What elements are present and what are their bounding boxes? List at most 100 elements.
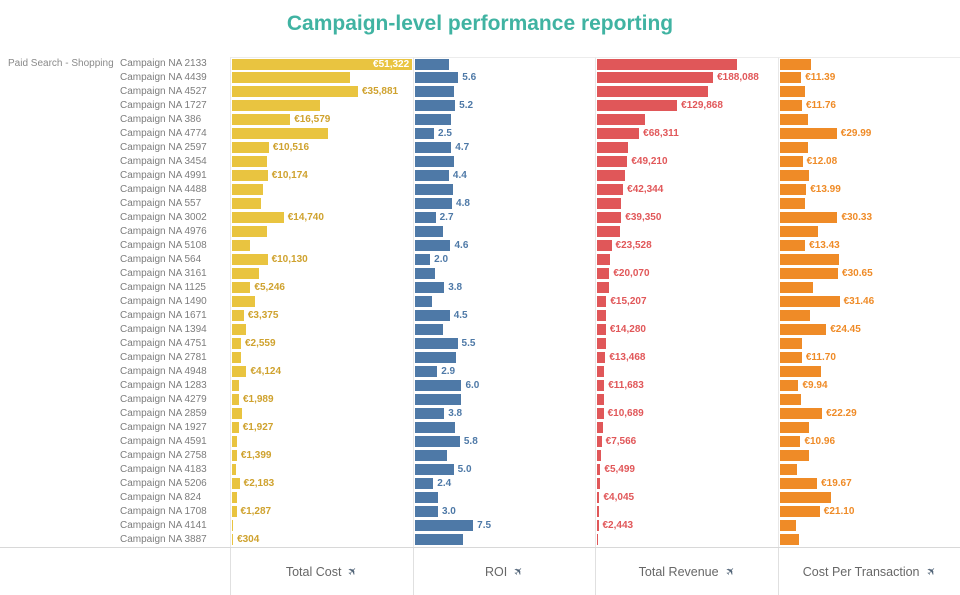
bar[interactable] (232, 72, 350, 83)
bar[interactable] (779, 506, 820, 517)
campaign-row-label[interactable]: Campaign NA 2597 (120, 142, 207, 153)
bar[interactable] (779, 520, 796, 531)
bar[interactable] (779, 226, 819, 237)
sort-icon[interactable]: ✈ (923, 564, 939, 580)
campaign-row-label[interactable]: Campaign NA 824 (120, 492, 202, 503)
bar[interactable] (414, 324, 444, 335)
axis-caption-total-revenue[interactable]: Total Revenue ✈ (595, 548, 778, 595)
bar[interactable] (779, 212, 838, 223)
campaign-row-label[interactable]: Campaign NA 4948 (120, 366, 207, 377)
campaign-row-label[interactable]: Campaign NA 1727 (120, 100, 207, 111)
bar[interactable] (779, 366, 821, 377)
bar[interactable] (414, 422, 456, 433)
bar[interactable] (414, 142, 452, 153)
campaign-row-label[interactable]: Campaign NA 2758 (120, 450, 207, 461)
campaign-row-label[interactable]: Campaign NA 4976 (120, 226, 207, 237)
bar[interactable] (232, 156, 267, 167)
bar[interactable] (597, 114, 645, 125)
bar[interactable] (597, 296, 607, 307)
bar[interactable] (232, 184, 263, 195)
campaign-row-label[interactable]: Campaign NA 4774 (120, 128, 207, 139)
campaign-row-label[interactable]: Campaign NA 4527 (120, 86, 207, 97)
bar[interactable] (232, 100, 320, 111)
bar[interactable] (779, 142, 808, 153)
bar[interactable] (414, 170, 449, 181)
bar[interactable] (232, 59, 413, 70)
bar[interactable] (779, 296, 840, 307)
bar[interactable] (232, 478, 240, 489)
bar[interactable] (414, 114, 452, 125)
bar[interactable] (597, 422, 604, 433)
bar[interactable] (232, 86, 358, 97)
bar[interactable] (232, 422, 239, 433)
bar[interactable] (597, 436, 602, 447)
bar[interactable] (232, 352, 241, 363)
bar[interactable] (597, 450, 601, 461)
bar[interactable] (597, 310, 607, 321)
bar[interactable] (597, 100, 678, 111)
bar[interactable] (232, 310, 244, 321)
bar[interactable] (779, 100, 802, 111)
bar[interactable] (779, 156, 803, 167)
bar[interactable] (414, 520, 474, 531)
bar[interactable] (597, 366, 605, 377)
bar[interactable] (597, 268, 610, 279)
bar[interactable] (414, 184, 453, 195)
row-group-label[interactable]: Paid Search - Shopping (8, 58, 114, 69)
bar[interactable] (597, 156, 628, 167)
axis-caption-cost-per-transaction[interactable]: Cost Per Transaction ✈ (777, 548, 960, 595)
bar[interactable] (597, 352, 606, 363)
campaign-row-label[interactable]: Campaign NA 4141 (120, 520, 207, 531)
bar[interactable] (597, 184, 624, 195)
bar[interactable] (597, 254, 610, 265)
campaign-row-label[interactable]: Campaign NA 4439 (120, 72, 207, 83)
bar[interactable] (597, 394, 605, 405)
bar[interactable] (232, 408, 242, 419)
bar[interactable] (414, 59, 449, 70)
bar[interactable] (597, 478, 601, 489)
bar[interactable] (232, 254, 268, 265)
bar[interactable] (414, 310, 450, 321)
bar[interactable] (414, 100, 456, 111)
bar[interactable] (232, 366, 247, 377)
sort-icon[interactable]: ✈ (345, 564, 361, 580)
bar[interactable] (779, 184, 807, 195)
bar[interactable] (414, 198, 453, 209)
bar[interactable] (779, 408, 823, 419)
bar[interactable] (414, 86, 454, 97)
bar[interactable] (779, 324, 827, 335)
campaign-row-label[interactable]: Campaign NA 4991 (120, 170, 207, 181)
campaign-row-label[interactable]: Campaign NA 3002 (120, 212, 207, 223)
bar[interactable] (232, 464, 236, 475)
bar[interactable] (779, 198, 806, 209)
campaign-row-label[interactable]: Campaign NA 1490 (120, 296, 207, 307)
bar[interactable] (597, 142, 628, 153)
bar[interactable] (779, 492, 831, 503)
campaign-row-label[interactable]: Campaign NA 4183 (120, 464, 207, 475)
bar[interactable] (232, 268, 260, 279)
campaign-row-label[interactable]: Campaign NA 3887 (120, 534, 207, 545)
campaign-row-label[interactable]: Campaign NA 4591 (120, 436, 207, 447)
bar[interactable] (779, 450, 809, 461)
bar[interactable] (597, 324, 606, 335)
bar[interactable] (414, 296, 433, 307)
bar[interactable] (597, 464, 601, 475)
bar[interactable] (779, 422, 809, 433)
bar[interactable] (414, 226, 444, 237)
bar[interactable] (597, 534, 599, 545)
bar[interactable] (414, 436, 460, 447)
bar[interactable] (414, 492, 438, 503)
axis-caption-roi[interactable]: ROI ✈ (412, 548, 596, 595)
bar[interactable] (779, 282, 813, 293)
bar[interactable] (779, 394, 802, 405)
bar[interactable] (597, 282, 610, 293)
sort-icon[interactable]: ✈ (511, 564, 527, 580)
bar[interactable] (232, 226, 267, 237)
bar[interactable] (232, 240, 250, 251)
bar[interactable] (779, 310, 811, 321)
bar[interactable] (597, 506, 600, 517)
bar[interactable] (414, 254, 431, 265)
bar[interactable] (779, 86, 806, 97)
campaign-row-label[interactable]: Campaign NA 2859 (120, 408, 207, 419)
bar[interactable] (779, 352, 802, 363)
